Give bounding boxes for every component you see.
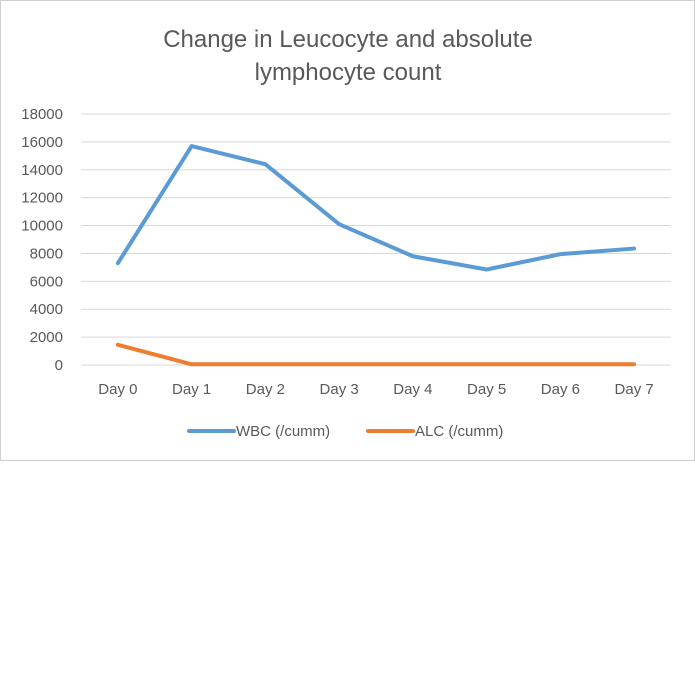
series-line-wbc: [115, 144, 637, 272]
x-tick-label: Day 3: [320, 381, 359, 398]
y-tick-label: 2000: [30, 329, 63, 346]
chart-title-line-2: lymphocyte count: [255, 59, 442, 86]
x-axis-ticks: Day 0 Day 1 Day 2 Day 3 Day 4 Day 5 Day 6 Day 7: [98, 381, 653, 398]
legend-label-alc: ALC (/cumm): [415, 423, 503, 440]
x-tick-label: Day 6: [541, 381, 580, 398]
x-tick-label: Day 1: [172, 381, 211, 398]
y-tick-label: 4000: [30, 301, 63, 318]
y-tick-label: 10000: [21, 218, 63, 235]
chart-container: Change in Leucocyte and absolute lymphoc…: [0, 0, 695, 461]
series-lines: [115, 144, 637, 367]
y-tick-label: 14000: [21, 162, 63, 179]
series-line-alc: [115, 342, 637, 367]
x-tick-label: Day 5: [467, 381, 506, 398]
y-tick-label: 6000: [30, 273, 63, 290]
line-chart: Change in Leucocyte and absolute lymphoc…: [21, 26, 671, 440]
x-tick-label: Day 2: [246, 381, 285, 398]
y-tick-label: 16000: [21, 134, 63, 151]
y-tick-label: 18000: [21, 106, 63, 123]
gridlines: [81, 113, 671, 366]
chart-title-line-1: Change in Leucocyte and absolute: [163, 26, 533, 53]
x-tick-label: Day 7: [615, 381, 654, 398]
y-tick-label: 8000: [30, 245, 63, 262]
y-tick-label: 0: [55, 357, 63, 374]
y-axis-ticks: 0 2000 4000 6000 8000 10000 12000 14000 16000 180…: [21, 106, 63, 374]
x-tick-label: Day 4: [393, 381, 432, 398]
legend: WBC (/cumm) ALC (/cumm): [187, 423, 503, 440]
legend-label-wbc: WBC (/cumm): [236, 423, 330, 440]
x-tick-label: Day 0: [98, 381, 137, 398]
y-tick-label: 12000: [21, 190, 63, 207]
